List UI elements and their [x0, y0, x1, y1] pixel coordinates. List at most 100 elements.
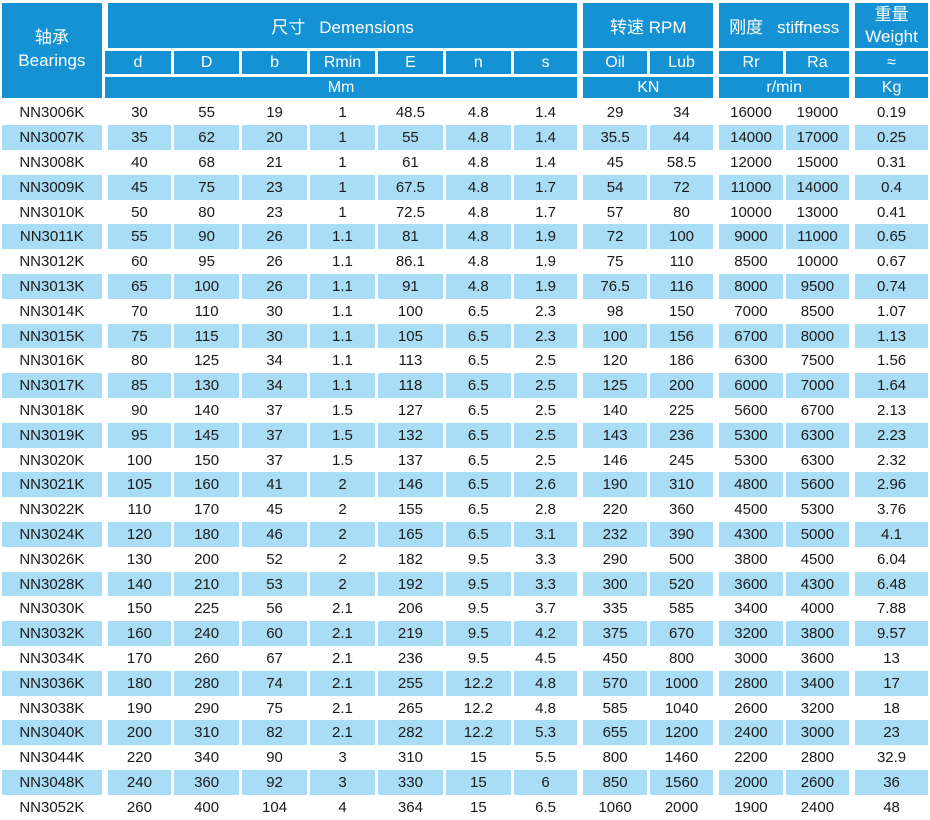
value-cell-Lub: 72 [646, 174, 717, 200]
value-cell-n: 4.8 [442, 150, 513, 175]
value-cell-Rr: 3000 [713, 646, 785, 671]
value-cell-Rmin: 1.5 [307, 447, 377, 473]
value-cell-E: 192 [374, 571, 445, 597]
value-cell-D: 95 [171, 249, 241, 275]
value-cell-Oil: 45 [577, 150, 649, 175]
value-cell-s: 1.4 [510, 99, 581, 126]
value-cell-n: 15 [442, 745, 513, 771]
value-cell-≈: 0.25 [849, 125, 928, 151]
value-cell-Rmin: 2 [307, 522, 377, 547]
value-cell-E: 236 [374, 646, 445, 671]
value-cell-≈: 6.04 [849, 546, 928, 572]
value-cell-Rr: 6300 [713, 348, 785, 374]
col-header-s: s [510, 49, 581, 77]
value-cell-Lub: 310 [646, 472, 717, 498]
value-cell-Rmin: 1 [307, 99, 377, 126]
value-cell-≈: 13 [849, 646, 928, 671]
table-row: NN3014K 70 110 30 1.1 100 6.5 2.3 98 150 7000 8500 1… [2, 298, 928, 324]
table-row: NN3021K 105 160 41 2 146 6.5 2.6 190 310 4800 5600 2… [2, 472, 928, 498]
table-row: NN3008K 40 68 21 1 61 4.8 1.4 45 58.5 12000 15000 0.… [2, 150, 928, 175]
value-cell-D: 62 [171, 125, 241, 151]
table-row: NN3026K 130 200 52 2 182 9.5 3.3 290 500 3800 4500 6… [2, 546, 928, 572]
col-header-approx: ≈ [849, 49, 928, 77]
value-cell-b: 34 [239, 348, 309, 374]
bearing-spec-table: 轴承 Bearings 尺寸 Demensions 转速 RPM 刚度 stiffn… [2, 3, 928, 820]
value-cell-Oil: 100 [577, 323, 649, 349]
value-cell-≈: 1.64 [849, 373, 928, 399]
value-cell-b: 30 [239, 323, 309, 349]
bearing-model-cell: NN3022K [19, 501, 85, 519]
value-cell-Lub: 800 [646, 646, 717, 671]
value-cell-≈: 2.13 [849, 398, 928, 423]
value-cell-Ra: 3600 [782, 646, 853, 671]
weight-label-en: Weight [865, 26, 918, 46]
value-cell-Lub: 34 [646, 99, 717, 126]
value-cell-≈: 0.19 [849, 99, 928, 126]
value-cell-D: 145 [171, 422, 241, 448]
value-cell-E: 91 [374, 274, 445, 299]
value-cell-d: 90 [101, 398, 173, 423]
value-cell-n: 6.5 [442, 472, 513, 498]
value-cell-E: 182 [374, 546, 445, 572]
value-cell-D: 55 [171, 99, 241, 126]
stiffness-label-zh: 刚度 [729, 18, 764, 37]
table-row: NN3034K 170 260 67 2.1 236 9.5 4.5 450 800 3000 360… [2, 646, 928, 671]
value-cell-b: 75 [239, 695, 309, 721]
table-row: NN3013K 65 100 26 1.1 91 4.8 1.9 76.5 116 8000 9500… [2, 274, 928, 299]
value-cell-E: 100 [374, 298, 445, 324]
value-cell-≈: 6.48 [849, 571, 928, 597]
value-cell-E: 219 [374, 621, 445, 647]
value-cell-b: 26 [239, 224, 309, 250]
value-cell-n: 15 [442, 794, 513, 820]
value-cell-≈: 0.4 [849, 174, 928, 200]
table-row: NN3015K 75 115 30 1.1 105 6.5 2.3 100 156 6700 8000… [2, 323, 928, 349]
value-cell-Rr: 2600 [713, 695, 785, 721]
table-row: NN3006K 30 55 19 1 48.5 4.8 1.4 29 34 16000 19000 0.… [2, 99, 928, 126]
unit-kg: Kg [849, 75, 928, 100]
value-cell-D: 210 [171, 571, 241, 597]
bearings-label-zh: 轴承 [34, 28, 69, 48]
value-cell-Rmin: 1 [307, 174, 377, 200]
value-cell-b: 20 [239, 125, 309, 151]
value-cell-s: 4.8 [510, 670, 581, 696]
table-row: NN3022K 110 170 45 2 155 6.5 2.8 220 360 4500 5300 3… [2, 497, 928, 523]
bearing-model-cell: NN3052K [19, 798, 85, 816]
value-cell-≈: 36 [849, 770, 928, 795]
value-cell-Lub: 236 [646, 422, 717, 448]
table-row: NN3030K 150 225 56 2.1 206 9.5 3.7 335 585 3400 400… [2, 596, 928, 622]
value-cell-Oil: 850 [577, 770, 649, 795]
value-cell-≈: 3.76 [849, 497, 928, 523]
table-row: NN3024K 120 180 46 2 165 6.5 3.1 232 390 4300 5000 4… [2, 522, 928, 547]
value-cell-Rr: 3400 [713, 596, 785, 622]
value-cell-E: 105 [374, 323, 445, 349]
value-cell-b: 37 [239, 398, 309, 423]
value-cell-n: 4.8 [442, 224, 513, 250]
value-cell-≈: 4.1 [849, 522, 928, 547]
value-cell-Ra: 4000 [782, 596, 853, 622]
value-cell-Rr: 7000 [713, 298, 785, 324]
value-cell-D: 100 [171, 274, 241, 299]
value-cell-≈: 0.67 [849, 249, 928, 275]
value-cell-Ra: 5000 [782, 522, 853, 547]
value-cell-D: 68 [171, 150, 241, 175]
value-cell-Lub: 1460 [646, 745, 717, 771]
value-cell-Rr: 2800 [713, 670, 785, 696]
value-cell-b: 92 [239, 770, 309, 795]
value-cell-b: 45 [239, 497, 309, 523]
value-cell-D: 260 [171, 646, 241, 671]
value-cell-s: 5.5 [510, 745, 581, 771]
table-body: NN3006K 30 55 19 1 48.5 4.8 1.4 29 34 16000 19000 0.… [2, 99, 928, 820]
value-cell-Rmin: 2.1 [307, 596, 377, 622]
value-cell-Lub: 110 [646, 249, 717, 275]
value-cell-E: 118 [374, 373, 445, 399]
value-cell-s: 2.5 [510, 348, 581, 374]
value-cell-Rmin: 1.1 [307, 274, 377, 299]
value-cell-b: 46 [239, 522, 309, 547]
value-cell-n: 4.8 [442, 99, 513, 126]
value-cell-≈: 0.74 [849, 274, 928, 299]
value-cell-Ra: 4500 [782, 546, 853, 572]
value-cell-d: 100 [101, 447, 173, 473]
value-cell-d: 30 [101, 99, 173, 126]
value-cell-s: 3.3 [510, 571, 581, 597]
value-cell-b: 37 [239, 422, 309, 448]
